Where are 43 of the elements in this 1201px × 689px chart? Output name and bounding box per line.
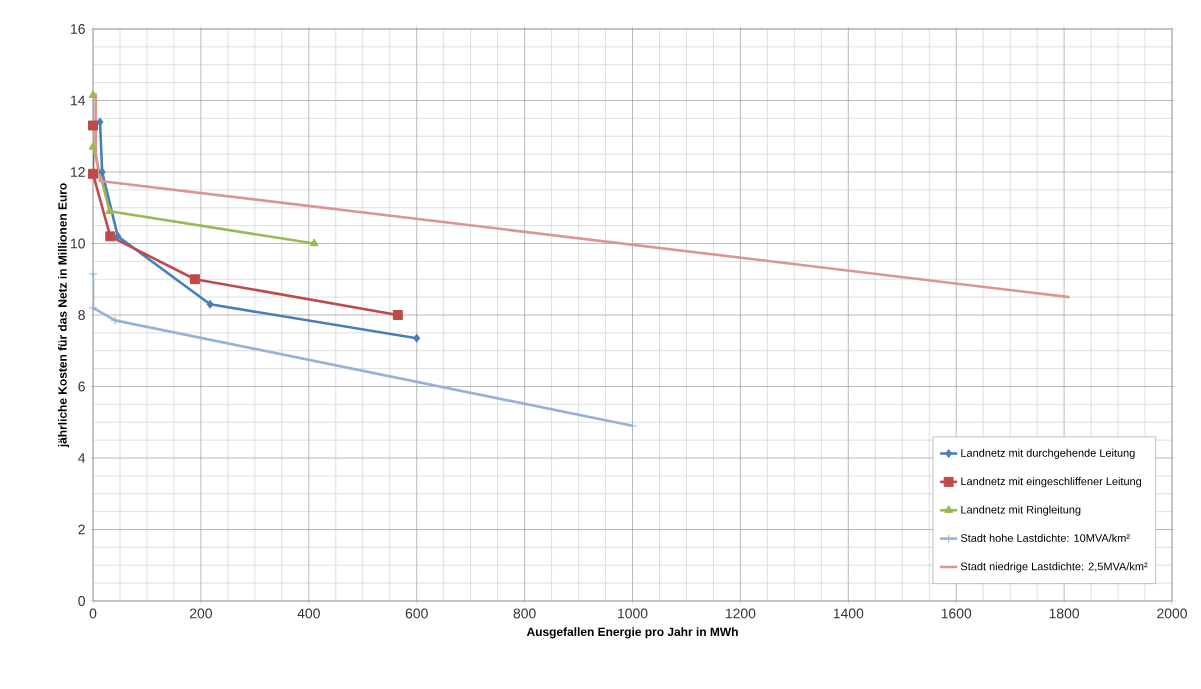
x-axis-title: Ausgefallen Energie pro Jahr in MWh bbox=[526, 627, 738, 639]
x-tick-label: 1200 bbox=[725, 608, 756, 619]
point bbox=[114, 231, 122, 241]
legend-label: Landnetz mit durchgehende Leitung bbox=[961, 448, 1135, 459]
point bbox=[309, 238, 319, 247]
x-tick-label: 0 bbox=[89, 608, 97, 619]
x-tick-label: 400 bbox=[297, 608, 320, 619]
y-axis-title: jährliche Kosten für das Netz in Millionen Euro bbox=[57, 183, 70, 448]
point bbox=[392, 310, 403, 320]
legend-label: Landnetz mit Ringleitung bbox=[961, 505, 1081, 516]
point bbox=[88, 120, 98, 131]
x-tick-label: 600 bbox=[405, 608, 428, 619]
y-tick-label: 2 bbox=[78, 524, 85, 535]
x-tick-label: 800 bbox=[513, 608, 536, 619]
y-tick-label: 16 bbox=[71, 24, 85, 34]
y-tick-label: 0 bbox=[78, 596, 85, 606]
x-tick-label: 1400 bbox=[833, 608, 864, 619]
x-tick-label: 200 bbox=[189, 608, 212, 619]
point bbox=[413, 333, 421, 343]
y-tick-label: 4 bbox=[78, 453, 86, 463]
point bbox=[88, 141, 98, 150]
legend-label: Stadt hohe Lastdichte: 10MVA/km² bbox=[960, 533, 1130, 542]
y-tick-label: 6 bbox=[78, 381, 85, 392]
point bbox=[105, 206, 115, 215]
point bbox=[189, 274, 200, 285]
x-tick-label: 2000 bbox=[1157, 608, 1187, 619]
x-tick-label: 1600 bbox=[941, 608, 972, 619]
legend-label: Stadt niedrige Lastdichte: 2,5MVA/km² bbox=[960, 562, 1148, 573]
y-tick-label: 12 bbox=[71, 167, 85, 177]
legend-label: Landnetz mit eingeschliffener Leitung bbox=[961, 477, 1142, 488]
x-tick-label: 1800 bbox=[1049, 608, 1080, 619]
point bbox=[206, 299, 214, 309]
point bbox=[98, 167, 106, 177]
point bbox=[88, 303, 98, 313]
y-tick-label: 10 bbox=[71, 238, 85, 249]
x-tick-label: 1000 bbox=[618, 608, 648, 619]
point bbox=[88, 168, 98, 179]
point bbox=[88, 269, 98, 279]
y-tick-label: 14 bbox=[71, 95, 86, 106]
point bbox=[105, 231, 116, 242]
point bbox=[110, 315, 120, 325]
y-tick-label: 8 bbox=[78, 310, 85, 320]
point bbox=[88, 90, 98, 98]
